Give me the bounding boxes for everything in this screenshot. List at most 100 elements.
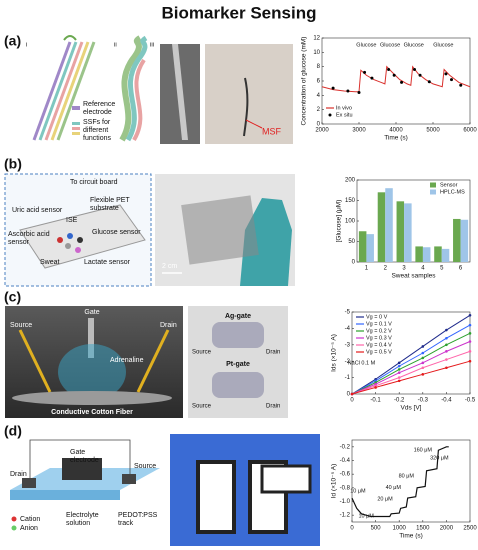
label: track <box>118 520 134 527</box>
source-wire <box>18 329 52 393</box>
bar <box>422 247 431 262</box>
label: Ascorbic acid <box>8 231 50 238</box>
y-tick-label: -1.2 <box>340 513 351 519</box>
x-tick-label: 3000 <box>352 128 366 134</box>
y-tick-label: -4 <box>345 326 351 332</box>
data-point <box>413 68 416 72</box>
annotation: Glucose <box>356 42 376 48</box>
plot-area <box>356 179 471 263</box>
data-point <box>421 345 425 348</box>
gate-electrode <box>62 458 102 480</box>
device <box>212 322 264 348</box>
swatch <box>72 127 80 130</box>
x-tick-label: 2500 <box>463 526 477 532</box>
data-point <box>387 68 391 72</box>
legend-swatch <box>328 113 332 117</box>
twisted-fiber <box>125 35 148 142</box>
swatch <box>72 106 80 110</box>
y-tick-label: 2 <box>317 107 321 113</box>
label: Source <box>10 322 32 329</box>
x-tick-label: -0.2 <box>394 398 405 404</box>
legend-label: Vg = 0.2 V <box>366 328 392 334</box>
legend-label: Vg = 0.1 V <box>366 321 392 327</box>
plot-area <box>321 37 471 125</box>
y-tick-label: 12 <box>313 36 320 42</box>
legend-label: In vivo <box>336 105 352 111</box>
x-tick-label: -0.1 <box>370 398 381 404</box>
anion-icon <box>11 525 17 531</box>
data-point <box>357 90 361 94</box>
annotation: 80 μM <box>399 474 415 480</box>
legend-swatch <box>430 189 436 195</box>
y-tick-label: -3 <box>345 342 351 348</box>
panel-label: (d) <box>4 423 22 439</box>
sem-fiber <box>172 44 188 140</box>
bar <box>396 201 405 262</box>
fiber <box>50 41 90 141</box>
y-tick-label: -2 <box>345 359 351 365</box>
label: Reference <box>83 101 115 108</box>
label: Source <box>192 350 212 356</box>
data-point <box>421 373 425 376</box>
legend-label: Vg = 0.5 V <box>366 349 392 355</box>
data-point <box>418 73 422 77</box>
legend-swatch <box>430 182 436 188</box>
label: Drain <box>160 322 177 329</box>
series-line <box>351 332 471 395</box>
legend-label: Vg = 0 V <box>366 314 388 320</box>
y-tick-label: -0.2 <box>340 444 351 450</box>
y-tick-label: -0.8 <box>340 485 351 491</box>
electrode <box>65 243 71 249</box>
annotation: NaCl 0.1 M <box>348 360 376 366</box>
label: Source <box>192 404 212 410</box>
data-point <box>374 386 377 389</box>
x-tick-label: -0.5 <box>465 398 476 404</box>
bar <box>460 219 469 262</box>
x-tick-label: 1500 <box>416 526 430 532</box>
data-point <box>468 332 472 335</box>
y-tick-label: 0 <box>317 122 321 128</box>
label: SSFs for <box>83 119 111 126</box>
fiber <box>32 41 72 141</box>
x-tick-label: 3 <box>402 266 406 272</box>
x-tick-label: 1000 <box>393 526 407 532</box>
annotation: 20 μM <box>377 496 393 502</box>
series-line <box>351 350 471 395</box>
y-tick-label: 6 <box>317 79 321 85</box>
label: Conductive Cotton Fiber <box>51 409 133 416</box>
label: Gate <box>70 449 85 456</box>
annotation: 160 μM <box>414 447 433 453</box>
data-point <box>392 73 396 77</box>
data-point <box>421 356 425 360</box>
label: functions <box>83 135 112 142</box>
ecg-illustration <box>10 434 320 546</box>
y-tick-label: 8 <box>317 64 321 70</box>
pointer <box>245 119 263 129</box>
data-point <box>445 358 448 361</box>
y-tick-label: 0 <box>352 260 356 266</box>
device <box>212 372 264 398</box>
substrate <box>19 204 146 269</box>
legend-label: Anion <box>20 525 38 532</box>
bar <box>415 246 423 262</box>
x-tick-label: 4000 <box>389 128 403 134</box>
x-tick-label: 6 <box>459 266 463 272</box>
data-point <box>421 361 425 365</box>
fiber <box>38 41 78 141</box>
annotation: 10 μM <box>358 514 374 520</box>
series-line <box>351 314 471 395</box>
data-point <box>397 371 401 374</box>
y-tick-label: -1 <box>345 375 351 381</box>
annotation: Glucose <box>404 42 424 48</box>
label: Ag-gate <box>225 313 251 320</box>
label: Source <box>134 463 156 470</box>
substrate-edge <box>10 490 120 500</box>
subpanel-label: i <box>26 43 27 49</box>
source <box>122 474 136 484</box>
data-point <box>445 343 448 347</box>
label: Sweat <box>40 259 60 266</box>
twisted-fiber <box>119 35 142 142</box>
data-point <box>400 80 404 84</box>
label: Uric acid sensor <box>12 207 63 214</box>
